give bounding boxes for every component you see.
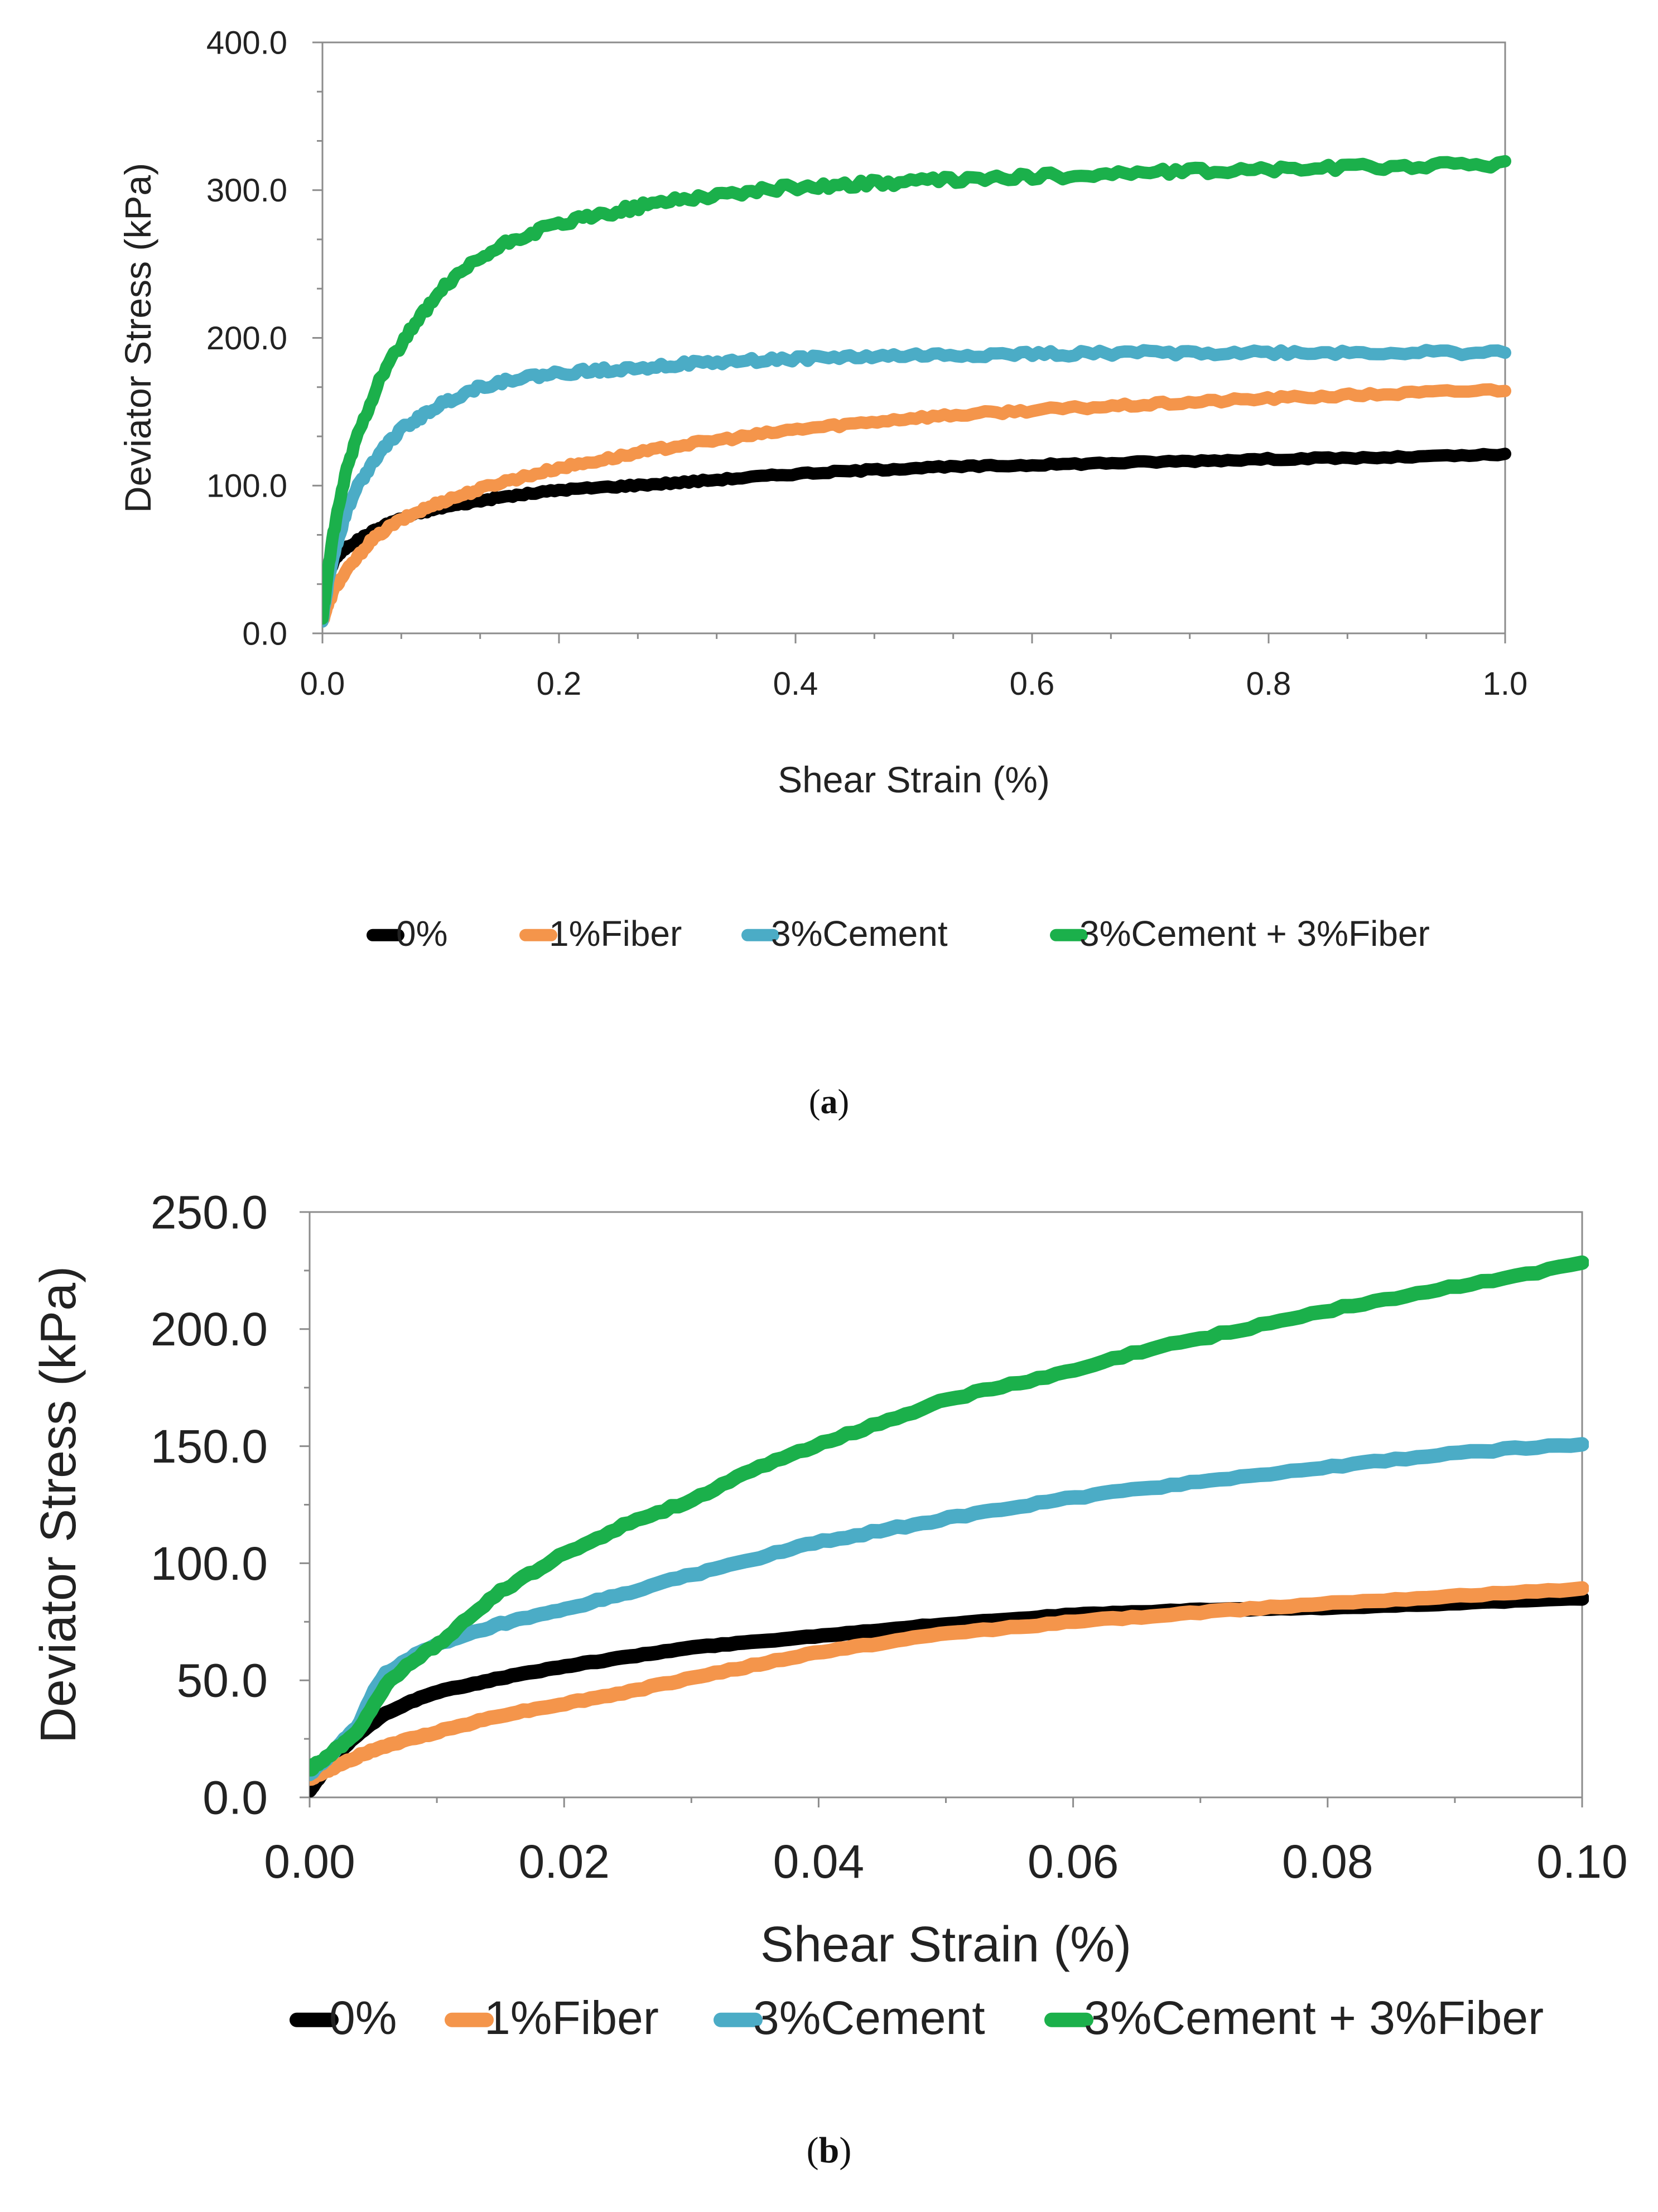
y-tick-label: 200.0 xyxy=(151,1303,268,1355)
panel-caption: (b) xyxy=(807,2130,852,2171)
legend-label: 3%Cement + 3%Fiber xyxy=(1079,913,1430,954)
x-tick-label: 0.2 xyxy=(537,666,582,702)
x-tick-label: 0.06 xyxy=(1028,1835,1119,1888)
x-tick-label: 0.10 xyxy=(1536,1835,1628,1888)
y-tick-label: 100.0 xyxy=(206,468,287,504)
y-axis-title: Deviator Stress (kPa) xyxy=(31,1266,86,1743)
y-tick-label: 0.0 xyxy=(203,1771,268,1824)
y-tick-label: 200.0 xyxy=(206,320,287,357)
x-tick-label: 1.0 xyxy=(1483,666,1528,702)
series-line-1%Fiber xyxy=(310,1581,1589,1786)
series-line-3%Cement + 3%Fiber xyxy=(322,155,1511,625)
x-tick-label: 0.6 xyxy=(1010,666,1055,702)
legend-label: 3%Cement + 3%Fiber xyxy=(1084,1992,1544,2044)
x-tick-label: 0.4 xyxy=(773,666,818,702)
legend-label: 3%Cement xyxy=(771,913,948,954)
legend-label: 1%Fiber xyxy=(549,913,682,954)
y-tick-label: 0.0 xyxy=(242,615,287,652)
y-tick-label: 150.0 xyxy=(151,1420,268,1473)
legend-label: 3%Cement xyxy=(753,1992,985,2044)
x-tick-label: 0.04 xyxy=(773,1835,865,1888)
series-line-3%Cement xyxy=(322,344,1511,628)
x-tick-label: 0.8 xyxy=(1246,666,1291,702)
x-tick-label: 0.02 xyxy=(518,1835,610,1888)
series-line-3%Cement + 3%Fiber xyxy=(310,1255,1589,1777)
chart-panel-a: 0.0 100.0 200.0 300.0 400.0 0.0 0.2 0.4 0.6 0.8 1.… xyxy=(117,25,1527,1121)
y-tick-label: 50.0 xyxy=(177,1655,268,1707)
panel-caption: (a) xyxy=(809,1083,849,1121)
x-tick-label: 0.08 xyxy=(1282,1835,1373,1888)
y-axis-title: Deviator Stress (kPa) xyxy=(117,163,158,513)
x-tick-label: 0.00 xyxy=(264,1835,355,1888)
plot-area-frame xyxy=(321,41,1506,634)
y-tick-label: 300.0 xyxy=(206,172,287,209)
legend-label: 0% xyxy=(396,913,448,954)
legend-label: 0% xyxy=(329,1992,397,2044)
chart-panel-b: 0.0 50.0 100.0 150.0 200.0 250.0 0.00 0.02 0.04 0… xyxy=(31,1186,1628,2171)
y-tick-label: 400.0 xyxy=(206,25,287,61)
x-axis-title: Shear Strain (%) xyxy=(778,759,1050,800)
y-tick-label: 100.0 xyxy=(151,1537,268,1590)
x-tick-label: 0.0 xyxy=(300,666,345,702)
x-axis-title: Shear Strain (%) xyxy=(760,1917,1131,1973)
series-line-1%Fiber xyxy=(322,383,1511,628)
legend-label: 1%Fiber xyxy=(484,1992,659,2044)
y-tick-label: 250.0 xyxy=(151,1186,268,1238)
